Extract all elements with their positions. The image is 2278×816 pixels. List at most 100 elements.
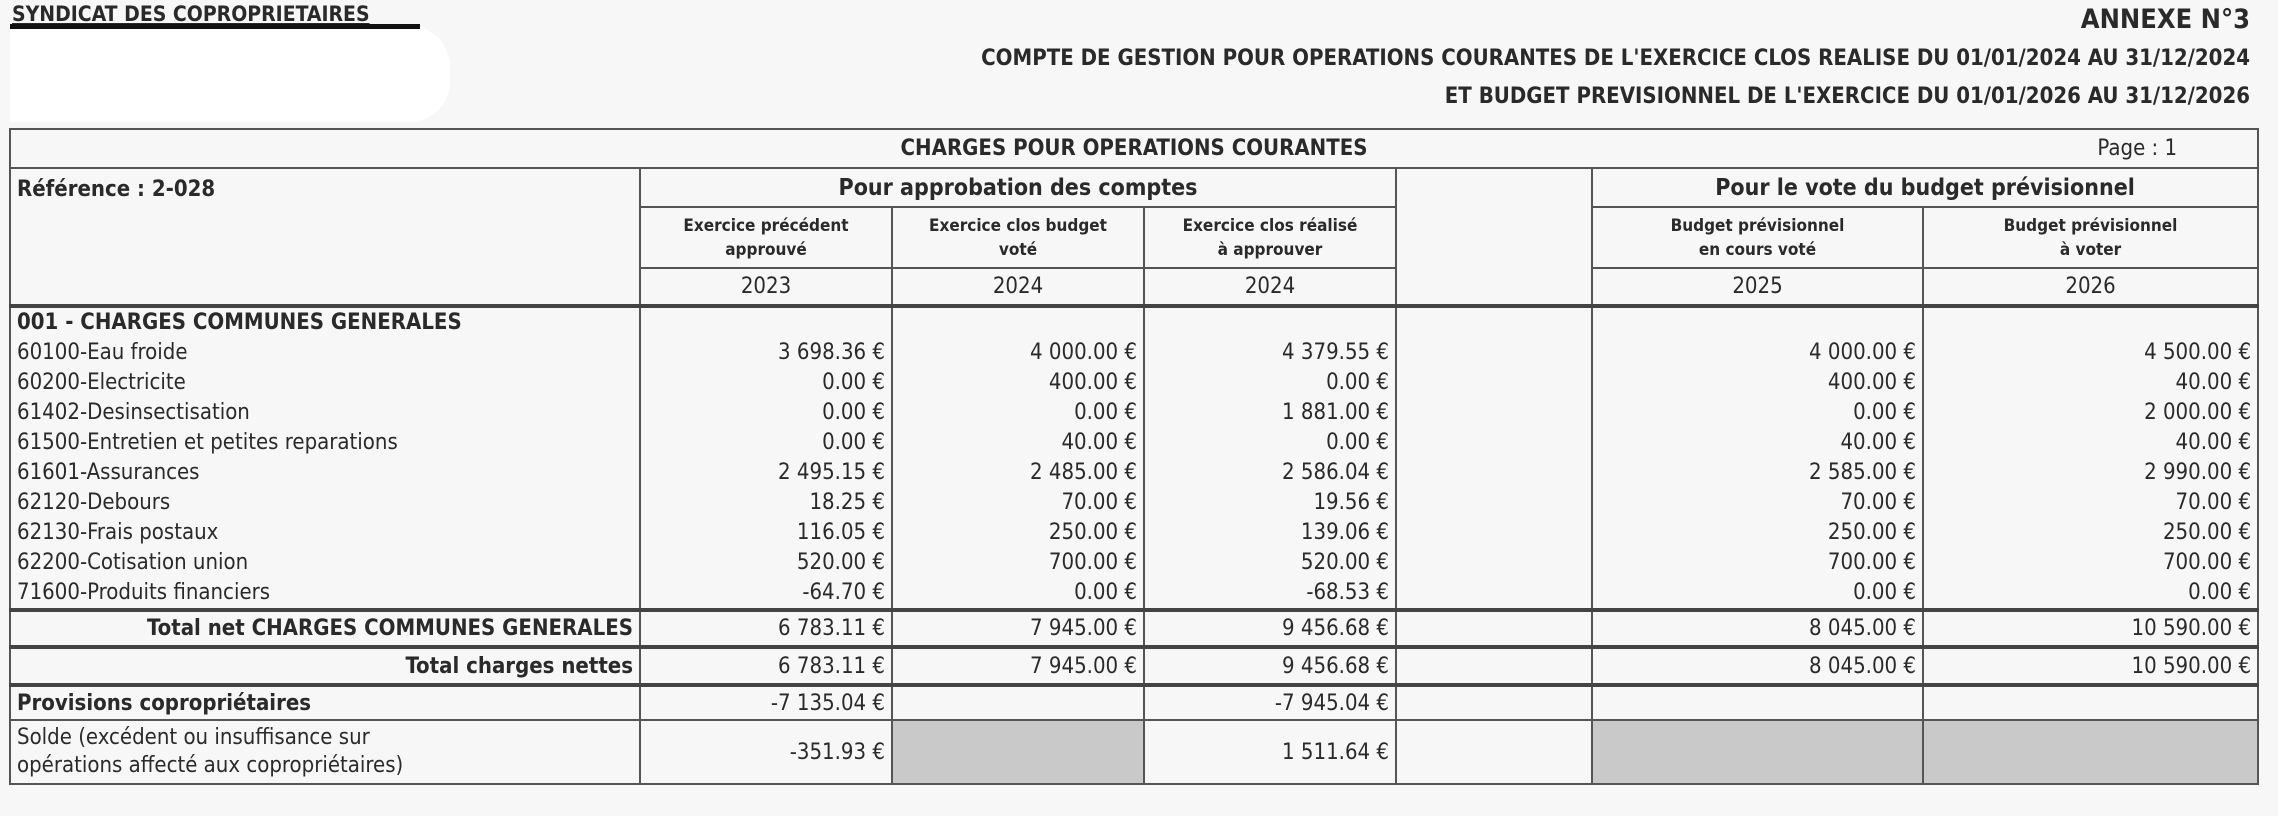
row-label: 60100-Eau froide — [9, 338, 641, 368]
amount-cell — [1591, 719, 1924, 785]
empty-cell — [1143, 304, 1397, 338]
amount-cell: 0.00 € — [639, 428, 893, 458]
amount-cell: 2 485.00 € — [891, 458, 1145, 488]
amount-cell: 10 590.00 € — [1921, 608, 2260, 648]
empty-cell — [1395, 683, 1593, 721]
amount-cell: 40.00 € — [891, 428, 1145, 458]
column-year: 2026 — [1921, 267, 2260, 307]
empty-cell — [1395, 645, 1593, 686]
row-label: 71600-Produits financiers — [9, 578, 641, 610]
amount-cell: 1 881.00 € — [1143, 398, 1397, 428]
amount-cell: 2 495.15 € — [639, 458, 893, 488]
page-number: Page : 1 — [2097, 136, 2178, 161]
empty-cell — [1395, 608, 1593, 648]
table-row: 62200-Cotisation union 520.00 €700.00 €52… — [9, 548, 2260, 578]
empty-column — [1395, 167, 1593, 307]
amount-cell: 2 000.00 € — [1921, 398, 2260, 428]
column-header: Exercice clos réalisé à approuver — [1143, 206, 1397, 269]
column-year: 2024 — [1143, 267, 1397, 307]
table-row: 71600-Produits financiers -64.70 €0.00 € -… — [9, 578, 2260, 610]
amount-cell: 70.00 € — [1921, 488, 2260, 518]
amount-cell: 400.00 € — [1591, 368, 1924, 398]
amount-cell: 4 379.55 € — [1143, 338, 1397, 368]
row-label: Provisions copropriétaires — [9, 683, 641, 721]
row-label: 61500-Entretien et petites reparations — [9, 428, 641, 458]
amount-cell: 2 990.00 € — [1921, 458, 2260, 488]
amount-cell: 700.00 € — [1591, 548, 1924, 578]
amount-cell: 70.00 € — [1591, 488, 1924, 518]
row-label: 62200-Cotisation union — [9, 548, 641, 578]
amount-cell: 700.00 € — [891, 548, 1145, 578]
syndicat-title: SYNDICAT DES COPROPRIETAIRES — [12, 2, 370, 26]
table-row: 61500-Entretien et petites reparations 0.… — [9, 428, 2260, 458]
provisions-row: Provisions copropriétaires -7 135.04 € -7 … — [9, 683, 2260, 721]
amount-cell — [891, 683, 1145, 721]
amount-cell: 0.00 € — [1591, 578, 1924, 610]
amount-cell: 0.00 € — [639, 368, 893, 398]
column-header: Budget prévisionnel à voter — [1921, 206, 2260, 269]
empty-cell — [1921, 304, 2260, 338]
empty-cell — [1395, 338, 1593, 368]
redacted-address — [10, 26, 450, 122]
amount-cell — [1591, 683, 1924, 721]
amount-cell: 0.00 € — [1591, 398, 1924, 428]
amount-cell: 0.00 € — [1143, 428, 1397, 458]
amount-cell: 40.00 € — [1591, 428, 1924, 458]
empty-cell — [1395, 458, 1593, 488]
section-title: 001 - CHARGES COMMUNES GENERALES — [9, 304, 641, 338]
table-row: 60100-Eau froide 3 698.36 €4 000.00 €4 37… — [9, 338, 2260, 368]
row-label: 61402-Desinsectisation — [9, 398, 641, 428]
empty-cell — [1395, 548, 1593, 578]
row-label: Total net CHARGES COMMUNES GENERALES — [9, 608, 641, 648]
total-section-row: Total net CHARGES COMMUNES GENERALES 6 78… — [9, 608, 2260, 648]
amount-cell — [1921, 719, 2260, 785]
solde-label: Solde (excédent ou insuffisance sur — [17, 725, 370, 750]
amount-cell: 3 698.36 € — [639, 338, 893, 368]
table-title-row: CHARGES POUR OPERATIONS COURANTES Page :… — [8, 128, 2260, 169]
column-year: 2023 — [639, 267, 893, 307]
amount-cell: 9 456.68 € — [1143, 608, 1397, 648]
amount-cell: -68.53 € — [1143, 578, 1397, 610]
group-approbation: Pour approbation des comptes — [639, 167, 1397, 208]
section-row: 001 - CHARGES COMMUNES GENERALES — [9, 304, 2260, 338]
empty-cell — [1395, 578, 1593, 610]
amount-cell: 2 585.00 € — [1591, 458, 1924, 488]
amount-cell: 70.00 € — [891, 488, 1145, 518]
amount-cell: 116.05 € — [639, 518, 893, 548]
column-header: Exercice précédent approuvé — [639, 206, 893, 269]
amount-cell: 4 500.00 € — [1921, 338, 2260, 368]
row-label: 62120-Debours — [9, 488, 641, 518]
amount-cell: 18.25 € — [639, 488, 893, 518]
amount-cell: 8 045.00 € — [1591, 645, 1924, 686]
amount-cell: 6 783.11 € — [639, 645, 893, 686]
table-row: 62130-Frais postaux 116.05 €250.00 €139.0… — [9, 518, 2260, 548]
solde-row: Solde (excédent ou insuffisance sur opéra… — [9, 719, 2260, 785]
empty-cell — [1395, 304, 1593, 338]
amount-cell: -351.93 € — [639, 719, 893, 785]
empty-cell — [1395, 398, 1593, 428]
table-row: 61601-Assurances 2 495.15 €2 485.00 €2 58… — [9, 458, 2260, 488]
solde-label: opérations affecté aux copropriétaires) — [17, 753, 404, 778]
amount-cell: 40.00 € — [1921, 428, 2260, 458]
row-label: Total charges nettes — [9, 645, 641, 686]
amount-cell: 250.00 € — [891, 518, 1145, 548]
amount-cell: 0.00 € — [891, 578, 1145, 610]
amount-cell: 10 590.00 € — [1921, 645, 2260, 686]
amount-cell: 250.00 € — [1921, 518, 2260, 548]
amount-cell: 0.00 € — [1143, 368, 1397, 398]
group-budget: Pour le vote du budget prévisionnel — [1590, 167, 2260, 208]
empty-cell — [1395, 428, 1593, 458]
column-year: 2025 — [1591, 267, 1924, 307]
row-label: 61601-Assurances — [9, 458, 641, 488]
table-title: CHARGES POUR OPERATIONS COURANTES — [900, 136, 1368, 161]
empty-cell — [1395, 719, 1593, 785]
row-label: Solde (excédent ou insuffisance sur opéra… — [9, 719, 641, 785]
amount-cell: 520.00 € — [1143, 548, 1397, 578]
column-header: Exercice clos budget voté — [891, 206, 1145, 269]
total-nettes-row: Total charges nettes 6 783.11 €7 945.00 €… — [9, 645, 2260, 686]
amount-cell: 2 586.04 € — [1143, 458, 1397, 488]
table-row: 62120-Debours 18.25 €70.00 €19.56 €70.00 … — [9, 488, 2260, 518]
row-label: 62130-Frais postaux — [9, 518, 641, 548]
amount-cell: 0.00 € — [891, 398, 1145, 428]
amount-cell: 700.00 € — [1921, 548, 2260, 578]
